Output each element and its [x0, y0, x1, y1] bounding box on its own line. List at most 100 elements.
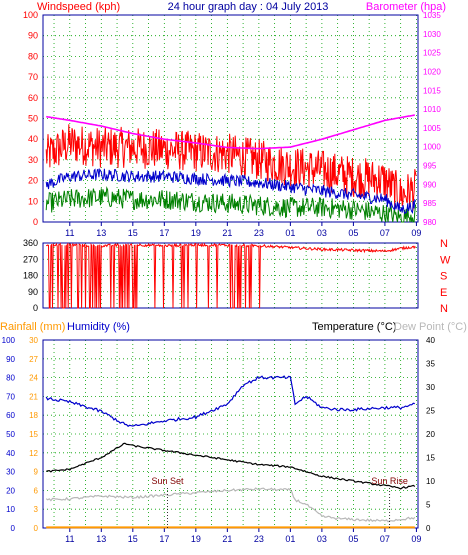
x-tick-label: 09 [411, 534, 421, 544]
temperature-tick-label: 20 [426, 430, 435, 439]
humidity-tick-label: 40 [6, 449, 15, 458]
direction-tick-label: 270 [23, 254, 38, 264]
x-tick-label: 19 [191, 534, 201, 544]
x-tick-label: 13 [96, 534, 106, 544]
windspeed-tick-label: 30 [28, 155, 38, 165]
barometer-tick-label: 1025 [423, 49, 441, 58]
rainfall-tick-label: 21 [29, 392, 38, 401]
windspeed-tick-label: 90 [28, 31, 38, 41]
dewpoint-series-line [45, 487, 416, 523]
windspeed-tick-label: 40 [28, 134, 38, 144]
compass-label: W [440, 254, 451, 266]
temperature-tick-label: 25 [426, 407, 435, 416]
direction-tick-label: 360 [23, 238, 38, 248]
windspeed-tick-label: 20 [28, 176, 38, 186]
windavg-series-line [45, 167, 417, 215]
direction-tick-label: 180 [23, 271, 38, 281]
x-tick-label: 17 [159, 228, 169, 238]
humidity-axis-title: Humidity (%) [67, 321, 130, 333]
humidity-tick-label: 70 [6, 392, 15, 401]
temperature-tick-label: 5 [426, 501, 431, 510]
windspeed-tick-label: 70 [28, 72, 38, 82]
direction-tick-label: 90 [28, 287, 38, 297]
temperature-axis-title: Temperature (°C) [312, 321, 396, 333]
chart-title: 24 hour graph day : 04 July 2013 [168, 1, 329, 13]
humidity-tick-label: 60 [6, 411, 15, 420]
compass-label: N [440, 303, 448, 315]
wind-plot-frame [42, 14, 419, 223]
x-tick-label: 21 [222, 228, 232, 238]
temperature-tick-label: 35 [426, 360, 435, 369]
humidity-tick-label: 90 [6, 355, 15, 364]
barometer-tick-label: 1015 [423, 86, 441, 95]
windspeed-tick-label: 0 [33, 217, 38, 227]
barometer-axis-title: Barometer (hpa) [366, 1, 446, 13]
barometer-tick-label: 985 [423, 199, 437, 208]
x-tick-label: 17 [159, 534, 169, 544]
x-tick-label: 15 [128, 534, 138, 544]
windlow-series-line [45, 186, 417, 223]
humidity-tick-label: 50 [6, 430, 15, 439]
x-tick-label: 23 [254, 228, 264, 238]
humidity-tick-label: 100 [2, 336, 16, 345]
temperature-tick-label: 40 [426, 336, 435, 345]
humidity-tick-label: 10 [6, 505, 15, 514]
temperature-tick-label: 30 [426, 383, 435, 392]
temperature-tick-label: 15 [426, 454, 435, 463]
x-tick-label: 03 [317, 228, 327, 238]
windspeed-tick-label: 10 [28, 196, 38, 206]
x-tick-label: 01 [285, 534, 295, 544]
compass-label: N [440, 238, 448, 250]
x-tick-label: 01 [285, 228, 295, 238]
x-tick-label: 19 [191, 228, 201, 238]
compass-label: S [440, 271, 447, 283]
barometer-tick-label: 1020 [423, 67, 441, 76]
rainfall-tick-label: 3 [34, 505, 39, 514]
barometer-tick-label: 1010 [423, 105, 441, 114]
x-tick-label: 09 [411, 228, 421, 238]
direction-tick-label: 0 [33, 303, 38, 313]
rainfall-tick-label: 18 [29, 411, 38, 420]
x-tick-label: 11 [65, 228, 74, 238]
x-tick-label: 03 [317, 534, 327, 544]
x-tick-label: 07 [380, 228, 390, 238]
rainfall-tick-label: 9 [34, 468, 39, 477]
rainfall-tick-label: 15 [29, 430, 38, 439]
compass-label: E [440, 287, 447, 299]
temperature-tick-label: 10 [426, 477, 435, 486]
humidity-tick-label: 80 [6, 374, 15, 383]
windspeed-tick-label: 100 [23, 10, 38, 20]
rainfall-tick-label: 12 [29, 449, 38, 458]
x-tick-label: 05 [348, 228, 358, 238]
windspeed-tick-label: 60 [28, 93, 38, 103]
x-tick-label: 11 [65, 534, 74, 544]
barometer-tick-label: 1035 [423, 11, 441, 20]
rainfall-tick-label: 27 [29, 355, 38, 364]
barometer-tick-label: 1000 [423, 143, 441, 152]
windspeed-axis-title: Windspeed (kph) [37, 1, 120, 13]
barometer-tick-label: 980 [423, 218, 437, 227]
windgust-series-line [45, 124, 417, 211]
windspeed-tick-label: 50 [28, 114, 38, 124]
x-tick-label: 13 [96, 228, 106, 238]
x-tick-label: 21 [222, 534, 232, 544]
temperature-series-line [45, 442, 416, 490]
barometer-tick-label: 1030 [423, 30, 441, 39]
windspeed-tick-label: 80 [28, 51, 38, 61]
humidity-tick-label: 0 [11, 524, 16, 533]
rainfall-tick-label: 30 [29, 336, 38, 345]
barometer-tick-label: 990 [423, 180, 437, 189]
sunset-label: Sun Set [151, 476, 184, 486]
rainfall-tick-label: 0 [34, 524, 39, 533]
x-tick-label: 23 [254, 534, 264, 544]
x-tick-label: 07 [380, 534, 390, 544]
rainfall-axis-title: Rainfall (mm) [0, 321, 65, 333]
winddirection-series-line [45, 242, 416, 309]
temperature-tick-label: 0 [426, 524, 431, 533]
rainfall-tick-label: 24 [29, 374, 38, 383]
barometer-tick-label: 995 [423, 162, 437, 171]
x-tick-label: 15 [128, 228, 138, 238]
humidity-series-line [45, 375, 415, 427]
humidity-tick-label: 30 [6, 468, 15, 477]
